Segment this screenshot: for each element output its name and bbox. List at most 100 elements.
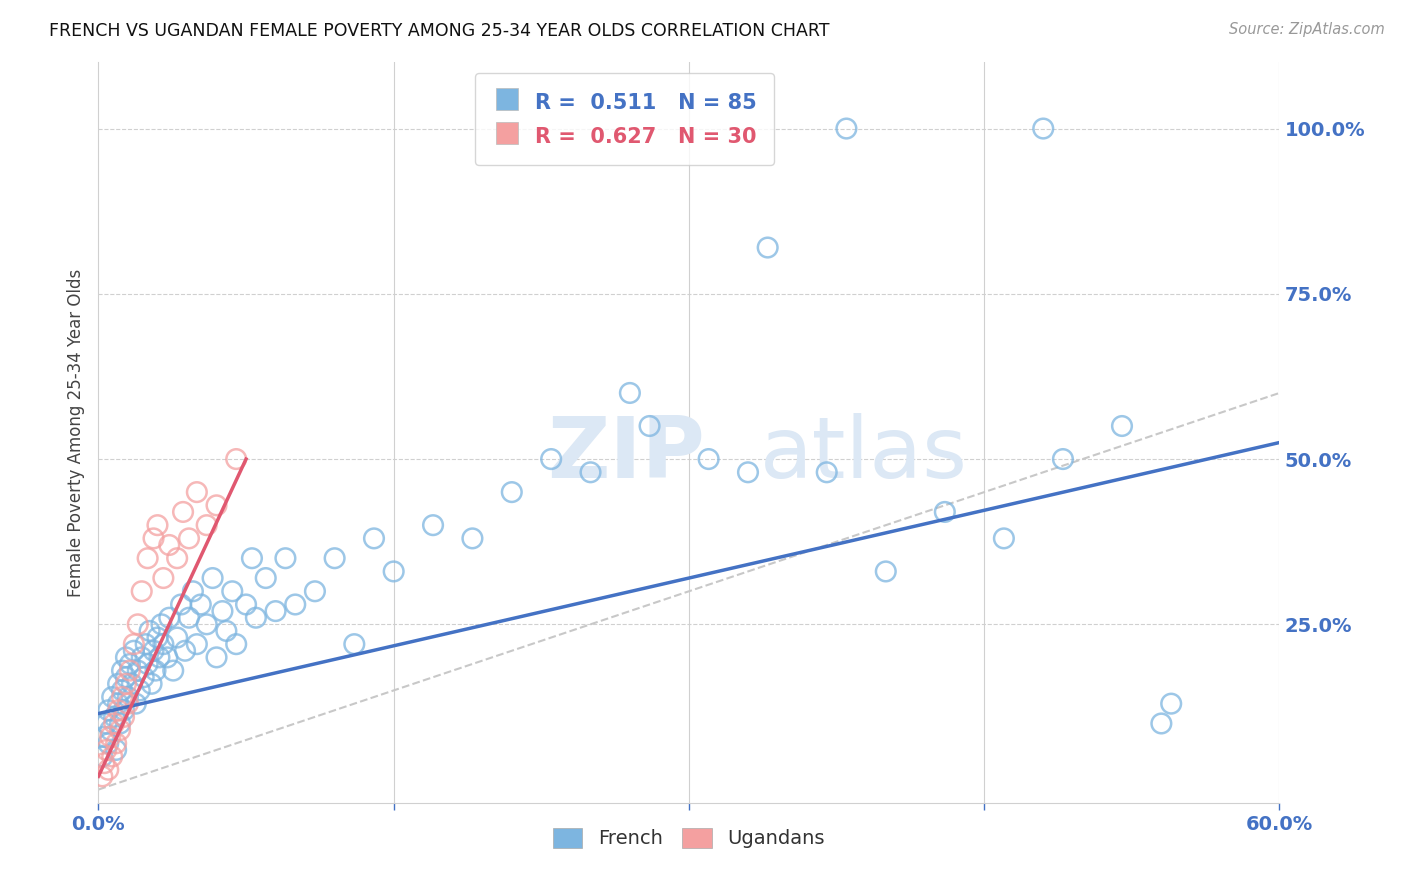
- Point: [382, 565, 405, 579]
- Point: [98, 730, 121, 744]
- Point: [579, 465, 602, 479]
- Point: [186, 485, 208, 500]
- Point: [97, 736, 120, 750]
- Point: [245, 611, 267, 625]
- Point: [195, 617, 218, 632]
- Point: [274, 551, 297, 566]
- Point: [254, 571, 277, 585]
- Point: [91, 749, 114, 764]
- Point: [117, 697, 139, 711]
- Point: [162, 664, 184, 678]
- Point: [136, 551, 159, 566]
- Text: atlas: atlas: [759, 413, 967, 496]
- Point: [101, 690, 124, 704]
- Point: [205, 650, 228, 665]
- Point: [422, 518, 444, 533]
- Point: [1111, 419, 1133, 434]
- Point: [323, 551, 346, 566]
- Point: [91, 769, 114, 783]
- Point: [235, 598, 257, 612]
- Point: [112, 710, 135, 724]
- Point: [148, 650, 170, 665]
- Point: [131, 650, 153, 665]
- Point: [934, 505, 956, 519]
- Point: [121, 677, 143, 691]
- Point: [157, 611, 180, 625]
- Point: [343, 637, 366, 651]
- Point: [97, 763, 120, 777]
- Point: [136, 657, 159, 671]
- Point: [215, 624, 238, 638]
- Point: [142, 532, 165, 546]
- Point: [96, 743, 118, 757]
- Point: [105, 743, 128, 757]
- Point: [122, 644, 145, 658]
- Point: [93, 730, 115, 744]
- Point: [156, 650, 179, 665]
- Point: [103, 710, 125, 724]
- Point: [177, 611, 200, 625]
- Point: [166, 631, 188, 645]
- Point: [138, 624, 160, 638]
- Point: [1150, 716, 1173, 731]
- Point: [195, 518, 218, 533]
- Point: [146, 631, 169, 645]
- Point: [115, 677, 138, 691]
- Point: [304, 584, 326, 599]
- Point: [157, 538, 180, 552]
- Point: [181, 584, 204, 599]
- Point: [993, 532, 1015, 546]
- Point: [135, 637, 157, 651]
- Point: [152, 637, 174, 651]
- Point: [150, 617, 173, 632]
- Point: [141, 677, 163, 691]
- Point: [211, 604, 233, 618]
- Point: [118, 664, 141, 678]
- Text: Source: ZipAtlas.com: Source: ZipAtlas.com: [1229, 22, 1385, 37]
- Point: [108, 723, 131, 737]
- Point: [93, 756, 115, 771]
- Point: [96, 716, 118, 731]
- Text: FRENCH VS UGANDAN FEMALE POVERTY AMONG 25-34 YEAR OLDS CORRELATION CHART: FRENCH VS UGANDAN FEMALE POVERTY AMONG 2…: [49, 22, 830, 40]
- Point: [97, 703, 120, 717]
- Point: [1160, 697, 1182, 711]
- Point: [111, 683, 134, 698]
- Point: [105, 736, 128, 750]
- Point: [103, 716, 125, 731]
- Point: [240, 551, 263, 566]
- Point: [115, 670, 138, 684]
- Legend: French, Ugandans: French, Ugandans: [546, 820, 832, 856]
- Point: [177, 532, 200, 546]
- Y-axis label: Female Poverty Among 25-34 Year Olds: Female Poverty Among 25-34 Year Olds: [66, 268, 84, 597]
- Point: [117, 690, 139, 704]
- Point: [127, 664, 149, 678]
- Point: [284, 598, 307, 612]
- Point: [697, 452, 720, 467]
- Point: [225, 452, 247, 467]
- Point: [875, 565, 897, 579]
- Point: [131, 584, 153, 599]
- Point: [619, 386, 641, 401]
- Point: [756, 240, 779, 255]
- Point: [111, 690, 134, 704]
- Point: [122, 637, 145, 651]
- Point: [111, 664, 134, 678]
- Point: [737, 465, 759, 479]
- Point: [501, 485, 523, 500]
- Point: [145, 664, 167, 678]
- Point: [125, 697, 148, 711]
- Point: [128, 683, 150, 698]
- Point: [1052, 452, 1074, 467]
- Point: [146, 518, 169, 533]
- Point: [118, 657, 141, 671]
- Point: [205, 499, 228, 513]
- Point: [132, 670, 155, 684]
- Point: [170, 598, 193, 612]
- Point: [172, 505, 194, 519]
- Point: [166, 551, 188, 566]
- Point: [127, 617, 149, 632]
- Point: [190, 598, 212, 612]
- Point: [815, 465, 838, 479]
- Point: [540, 452, 562, 467]
- Point: [98, 723, 121, 737]
